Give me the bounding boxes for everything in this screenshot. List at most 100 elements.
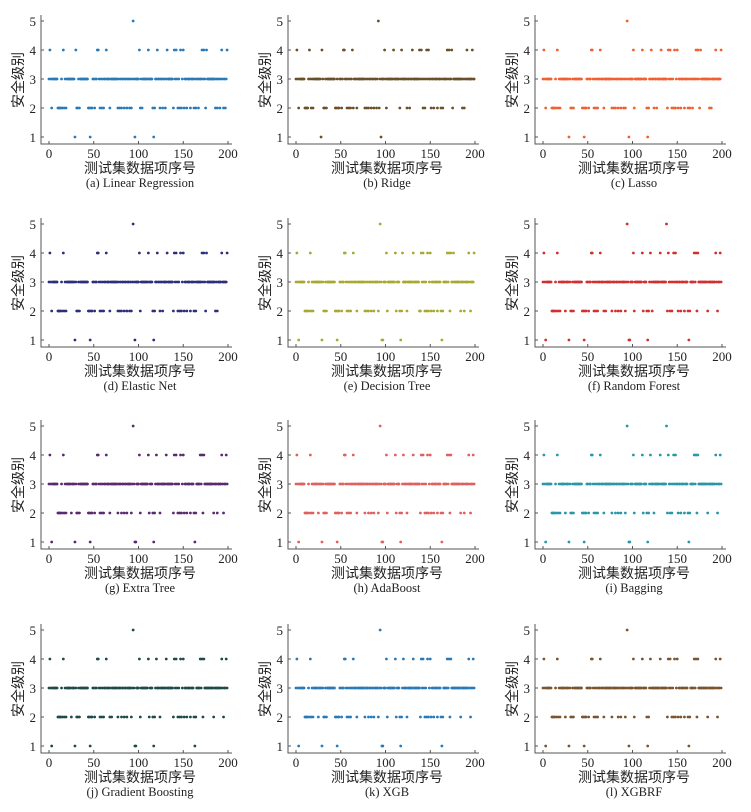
data-point xyxy=(647,309,651,313)
axes xyxy=(40,420,232,550)
data-point xyxy=(428,657,432,661)
data-point xyxy=(133,135,137,139)
data-point xyxy=(393,453,397,457)
subplot-caption: (i) Bagging xyxy=(605,581,663,595)
data-point xyxy=(631,657,635,661)
data-point xyxy=(212,511,216,515)
data-point xyxy=(400,309,404,313)
data-point xyxy=(369,511,373,515)
data-point xyxy=(384,453,388,457)
y-tick-label: 1 xyxy=(277,333,284,348)
data-point xyxy=(472,686,476,690)
x-tick-label: 100 xyxy=(623,755,643,770)
data-point xyxy=(171,686,174,690)
data-point xyxy=(419,715,422,719)
data-point xyxy=(147,715,151,719)
data-point xyxy=(96,453,100,457)
y-tick-label: 5 xyxy=(30,623,37,638)
data-point xyxy=(429,106,433,110)
x-tick-label: 0 xyxy=(293,349,300,364)
x-axis-label: 测试集数据项序号 xyxy=(578,566,690,582)
x-tick-label: 200 xyxy=(218,146,238,161)
data-point xyxy=(174,251,178,255)
data-point xyxy=(589,686,592,690)
data-point xyxy=(449,251,453,255)
data-point xyxy=(549,280,553,284)
data-point xyxy=(146,657,150,661)
data-point xyxy=(549,77,553,81)
x-tick-label: 150 xyxy=(421,146,441,161)
data-point xyxy=(568,482,572,486)
data-point xyxy=(410,48,414,52)
x-tick-label: 150 xyxy=(421,755,441,770)
data-point xyxy=(333,686,336,690)
y-axis-label: 安全级别 xyxy=(258,457,274,513)
data-point xyxy=(664,280,668,284)
data-point xyxy=(381,338,385,342)
data-point xyxy=(215,511,219,515)
data-point xyxy=(163,106,167,110)
data-point xyxy=(640,251,644,255)
data-point xyxy=(438,280,442,284)
data-point xyxy=(616,511,620,515)
data-point xyxy=(558,106,562,110)
data-point xyxy=(307,686,310,690)
data-point xyxy=(181,453,185,457)
data-point xyxy=(86,77,89,81)
data-point xyxy=(568,686,572,690)
data-point xyxy=(93,511,97,515)
x-tick-label: 200 xyxy=(465,551,485,566)
data-point xyxy=(194,309,198,313)
x-tick-label: 50 xyxy=(87,551,100,566)
data-point xyxy=(220,251,224,255)
y-tick-label: 2 xyxy=(524,304,531,319)
data-point xyxy=(718,453,722,457)
x-tick-label: 200 xyxy=(218,755,238,770)
data-point xyxy=(320,338,324,342)
data-point xyxy=(152,744,156,748)
data-point xyxy=(311,715,315,719)
data-point xyxy=(88,338,92,342)
data-point xyxy=(471,453,475,457)
data-point xyxy=(423,106,427,110)
data-point xyxy=(153,715,157,719)
data-point xyxy=(590,453,594,457)
data-point xyxy=(205,48,208,52)
data-point xyxy=(93,309,97,313)
data-point xyxy=(122,511,126,515)
subplot-6: 1 2 3 4 5 0 50 100 150 200 安全级别 测试集数据项序号 (f) Random … xyxy=(494,203,744,403)
data-point xyxy=(385,309,389,313)
axes xyxy=(287,15,479,145)
data-point xyxy=(589,280,592,284)
data-point xyxy=(171,77,174,81)
subplot-9: 1 2 3 4 5 0 50 100 150 200 安全级别 测试集数据项序号 (i) Bagging xyxy=(494,405,744,605)
data-point xyxy=(462,511,466,515)
x-tick-label: 200 xyxy=(465,146,485,161)
axes xyxy=(287,420,479,550)
data-point xyxy=(295,48,299,52)
data-point xyxy=(222,511,225,515)
data-point xyxy=(446,280,450,284)
data-point xyxy=(665,77,668,81)
data-point xyxy=(384,657,388,661)
data-point xyxy=(61,453,65,457)
data-point xyxy=(627,744,631,748)
data-point xyxy=(138,309,142,313)
data-point xyxy=(419,511,422,515)
data-point xyxy=(697,77,701,81)
x-tick-label: 200 xyxy=(465,755,485,770)
y-tick-label: 3 xyxy=(30,275,37,290)
data-point xyxy=(335,77,339,81)
data-point xyxy=(201,511,205,515)
data-point xyxy=(61,251,65,255)
y-tick-label: 3 xyxy=(524,72,531,87)
data-point xyxy=(679,106,683,110)
data-point xyxy=(224,77,228,81)
x-tick-label: 150 xyxy=(421,349,441,364)
data-point xyxy=(674,453,677,457)
data-point xyxy=(632,309,636,313)
data-point xyxy=(687,540,691,544)
data-point xyxy=(679,511,683,515)
data-point xyxy=(223,106,227,110)
x-tick-label: 50 xyxy=(87,755,100,770)
